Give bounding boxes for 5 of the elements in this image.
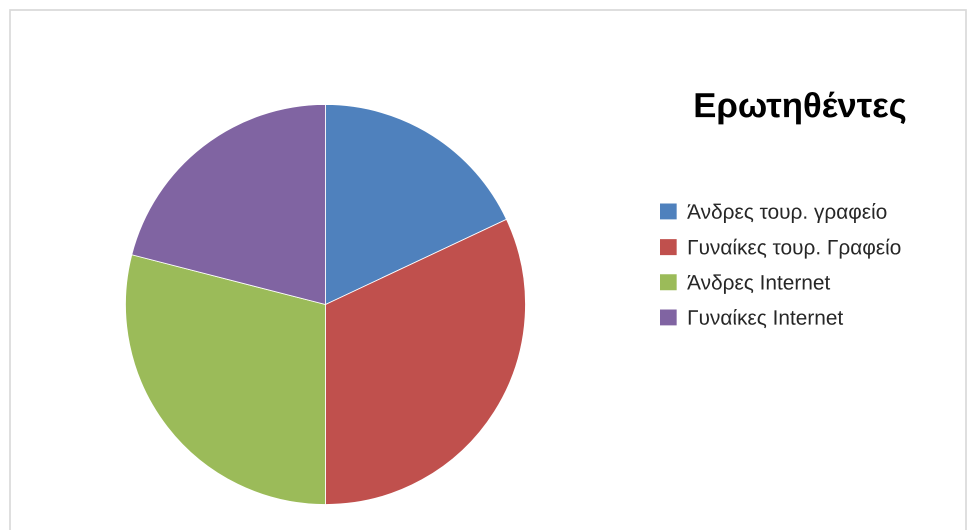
legend-label: Γυναίκες τουρ. Γραφείο: [688, 238, 900, 259]
legend-label: Άνδρες Internet: [687, 274, 830, 294]
legend-label: Γυναίκες Internet: [688, 308, 844, 328]
chart-title: Ερωτηθέντες: [696, 92, 906, 124]
legend-label: Άνδρες τουρ. γραφείο: [687, 203, 886, 224]
